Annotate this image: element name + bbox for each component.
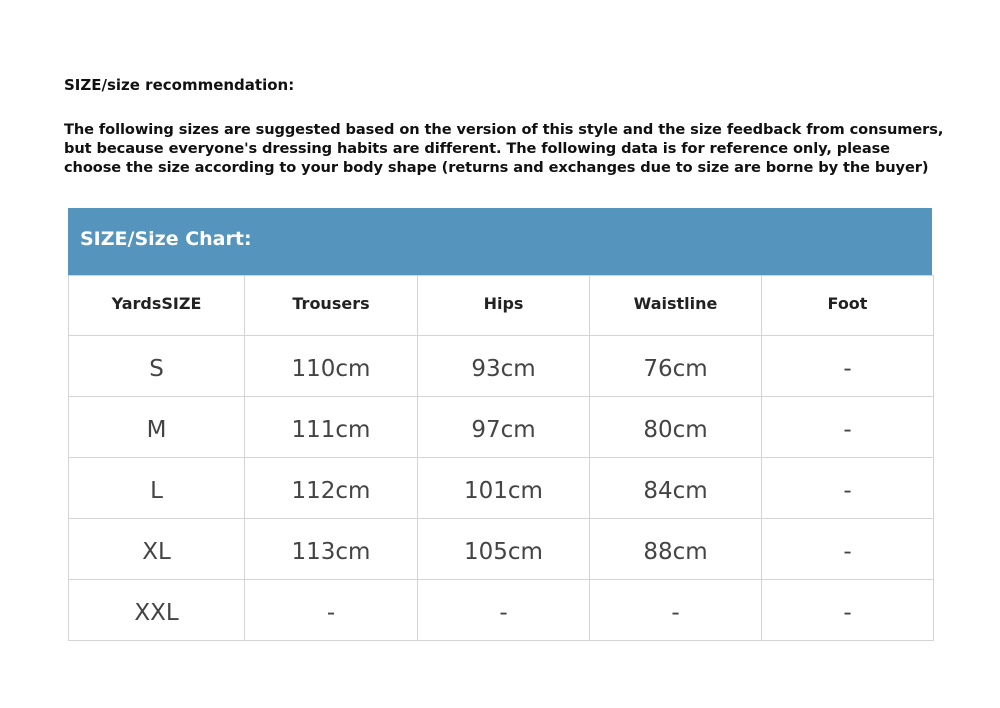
column-header: Hips [417,275,590,336]
measurement-cell: 93cm [417,335,590,397]
measurement-cell: - [244,579,418,641]
intro-line: The following sizes are suggested based … [64,121,944,138]
measurement-cell: 111cm [244,396,418,458]
table-row: L 112cm 101cm 84cm - [68,457,934,519]
measurement-cell: 105cm [417,518,590,580]
column-header: Foot [761,275,934,336]
measurement-cell: 110cm [244,335,418,397]
size-label-cell: M [68,396,245,458]
size-label-cell: L [68,457,245,519]
section-title: SIZE/size recommendation: [64,76,295,94]
size-chart-title: SIZE/Size Chart: [80,228,252,250]
measurement-cell: - [761,457,934,519]
measurement-cell: 97cm [417,396,590,458]
measurement-cell: - [417,579,590,641]
measurement-cell: 84cm [589,457,762,519]
intro-line: but because everyone's dressing habits a… [64,140,890,157]
intro-line: choose the size according to your body s… [64,159,929,176]
size-label-cell: XL [68,518,245,580]
table-header-row: YardsSIZE Trousers Hips Waistline Foot [68,275,934,336]
measurement-cell: - [761,396,934,458]
column-header: Trousers [244,275,418,336]
measurement-cell: 101cm [417,457,590,519]
measurement-cell: - [589,579,762,641]
size-chart-table: YardsSIZE Trousers Hips Waistline Foot S 110cm… [68,275,934,641]
size-label-cell: XXL [68,579,245,641]
measurement-cell: 76cm [589,335,762,397]
size-label-cell: S [68,335,245,397]
table-row: M 111cm 97cm 80cm - [68,396,934,458]
column-header: Waistline [589,275,762,336]
intro-text: The following sizes are suggested based … [64,120,964,177]
measurement-cell: 88cm [589,518,762,580]
column-header: YardsSIZE [68,275,245,336]
measurement-cell: 80cm [589,396,762,458]
measurement-cell: - [761,518,934,580]
table-row: XXL - - - - [68,579,934,641]
measurement-cell: 112cm [244,457,418,519]
table-row: S 110cm 93cm 76cm - [68,335,934,397]
measurement-cell: - [761,579,934,641]
size-chart-header: SIZE/Size Chart: [68,208,932,275]
measurement-cell: 113cm [244,518,418,580]
table-row: XL 113cm 105cm 88cm - [68,518,934,580]
measurement-cell: - [761,335,934,397]
